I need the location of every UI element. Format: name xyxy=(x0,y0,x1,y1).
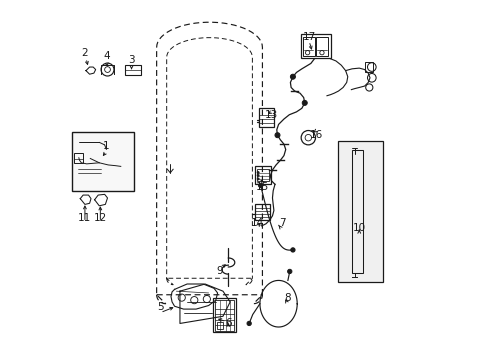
Circle shape xyxy=(274,133,280,138)
Text: 14: 14 xyxy=(250,218,263,228)
Circle shape xyxy=(290,248,294,252)
Bar xyxy=(215,300,234,330)
Bar xyxy=(74,153,83,163)
Bar xyxy=(72,132,134,191)
Text: 6: 6 xyxy=(224,319,231,328)
Bar xyxy=(301,34,330,58)
Bar xyxy=(302,37,314,56)
Text: 8: 8 xyxy=(284,293,290,303)
Bar xyxy=(125,65,140,75)
Text: 7: 7 xyxy=(278,218,285,228)
Bar xyxy=(316,37,328,56)
Circle shape xyxy=(302,100,306,105)
Text: 1: 1 xyxy=(103,141,109,151)
Text: 13: 13 xyxy=(264,111,278,121)
Text: 9: 9 xyxy=(216,266,222,276)
Text: 10: 10 xyxy=(352,224,365,233)
Bar xyxy=(364,62,372,72)
Bar xyxy=(217,322,223,329)
Bar xyxy=(338,140,383,282)
Text: 5: 5 xyxy=(157,302,163,312)
Text: 2: 2 xyxy=(81,48,88,58)
Bar xyxy=(351,149,362,273)
Text: 4: 4 xyxy=(103,51,109,61)
Text: 12: 12 xyxy=(94,213,107,222)
Text: 3: 3 xyxy=(128,55,135,65)
Circle shape xyxy=(257,178,259,180)
Circle shape xyxy=(257,171,259,174)
Bar xyxy=(254,166,270,184)
Circle shape xyxy=(287,269,291,274)
Text: 16: 16 xyxy=(309,130,322,140)
Bar xyxy=(256,168,268,181)
Text: 11: 11 xyxy=(78,213,91,222)
Circle shape xyxy=(258,183,262,188)
Circle shape xyxy=(246,321,251,325)
Text: 15: 15 xyxy=(255,182,268,192)
Circle shape xyxy=(257,174,259,176)
Circle shape xyxy=(290,74,295,79)
Bar xyxy=(258,108,273,127)
Bar xyxy=(254,204,269,220)
Bar xyxy=(212,298,236,332)
Text: 17: 17 xyxy=(302,32,315,41)
